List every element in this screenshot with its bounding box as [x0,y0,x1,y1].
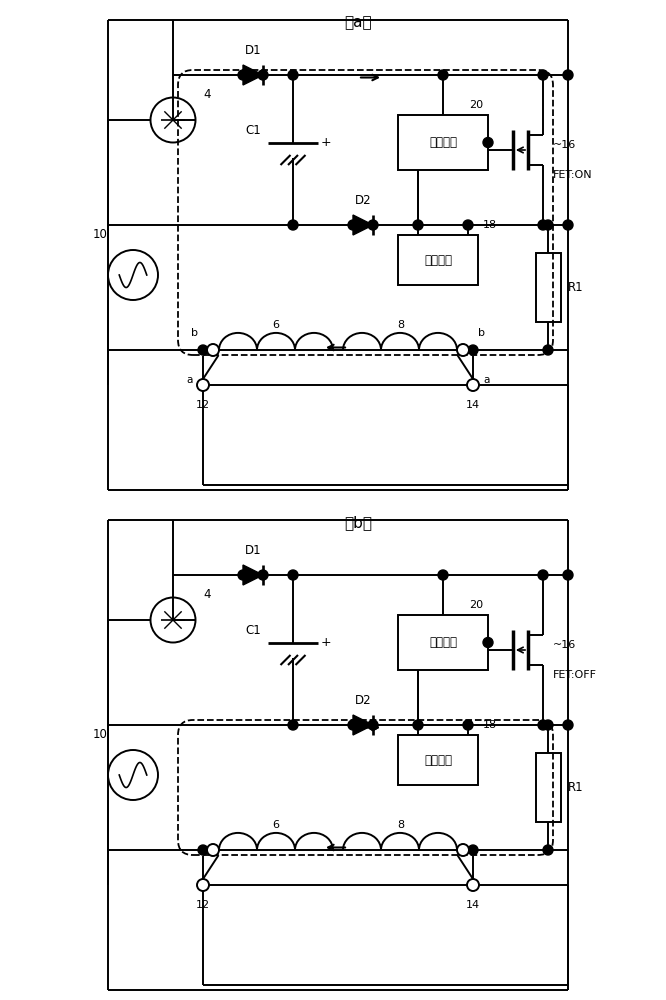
Text: （a）: （a） [344,15,372,30]
Text: D2: D2 [355,194,372,207]
Bar [398,615,488,670]
Circle shape [368,720,378,730]
Text: 12: 12 [196,400,210,410]
Text: +: + [320,636,331,649]
Text: 4: 4 [203,588,210,601]
Circle shape [413,720,423,730]
Circle shape [543,845,553,855]
Text: 6: 6 [272,820,279,830]
Text: R1: R1 [568,781,583,794]
Text: 18: 18 [483,720,497,730]
Text: 8: 8 [397,320,404,330]
Circle shape [468,845,478,855]
Circle shape [238,570,248,580]
Circle shape [483,638,493,648]
Bar [398,235,478,285]
Circle shape [538,720,548,730]
Circle shape [198,845,208,855]
Circle shape [438,570,448,580]
Circle shape [198,345,208,355]
Circle shape [368,220,378,230]
Text: 控制电路: 控制电路 [429,136,457,149]
Text: b: b [478,328,485,338]
Circle shape [258,70,268,80]
Circle shape [348,220,358,230]
Bar [535,753,561,822]
Text: b: b [191,328,198,338]
Text: +: + [320,136,331,149]
Text: C1: C1 [245,624,261,637]
Text: 10: 10 [93,728,108,742]
Circle shape [288,720,298,730]
Circle shape [563,70,573,80]
Circle shape [543,220,553,230]
Text: 12: 12 [196,900,210,910]
Circle shape [483,137,493,147]
Circle shape [467,879,479,891]
Bar [398,735,478,785]
Text: 20: 20 [469,600,483,610]
Polygon shape [353,215,373,235]
Text: FET:ON: FET:ON [553,170,593,180]
Circle shape [197,879,209,891]
Text: 20: 20 [469,100,483,110]
Circle shape [463,720,473,730]
Circle shape [197,379,209,391]
Circle shape [563,720,573,730]
Text: 14: 14 [466,400,480,410]
Circle shape [238,70,248,80]
Circle shape [207,344,219,356]
Text: 8: 8 [397,820,404,830]
Circle shape [288,220,298,230]
Text: C1: C1 [245,123,261,136]
Polygon shape [243,565,263,585]
Text: D1: D1 [244,544,261,556]
Text: D1: D1 [244,43,261,56]
Text: ~16: ~16 [553,640,576,650]
Circle shape [457,844,469,856]
Circle shape [563,570,573,580]
Text: a: a [186,375,193,385]
Text: R1: R1 [568,281,583,294]
Text: D2: D2 [355,694,372,706]
Circle shape [348,720,358,730]
Bar [535,253,561,322]
Text: 14: 14 [466,900,480,910]
Text: FET:OFF: FET:OFF [553,670,597,680]
Text: 10: 10 [93,229,108,241]
Text: a: a [483,375,490,385]
Circle shape [543,345,553,355]
Circle shape [438,70,448,80]
Circle shape [538,220,548,230]
Circle shape [538,570,548,580]
Circle shape [288,70,298,80]
Text: 电流检测: 电流检测 [424,253,452,266]
Text: 6: 6 [272,320,279,330]
Circle shape [538,70,548,80]
Text: （b）: （b） [344,515,372,530]
Circle shape [413,220,423,230]
Bar [398,115,488,170]
Circle shape [468,345,478,355]
Circle shape [563,220,573,230]
Text: 电流检测: 电流检测 [424,754,452,766]
Circle shape [258,570,268,580]
Circle shape [463,220,473,230]
Text: 4: 4 [203,89,210,102]
Circle shape [457,344,469,356]
Text: 控制电路: 控制电路 [429,636,457,649]
Circle shape [288,570,298,580]
Polygon shape [353,715,373,735]
Text: ~16: ~16 [553,140,576,150]
Circle shape [543,720,553,730]
Polygon shape [243,65,263,85]
Circle shape [467,379,479,391]
Circle shape [207,844,219,856]
Text: 18: 18 [483,220,497,230]
